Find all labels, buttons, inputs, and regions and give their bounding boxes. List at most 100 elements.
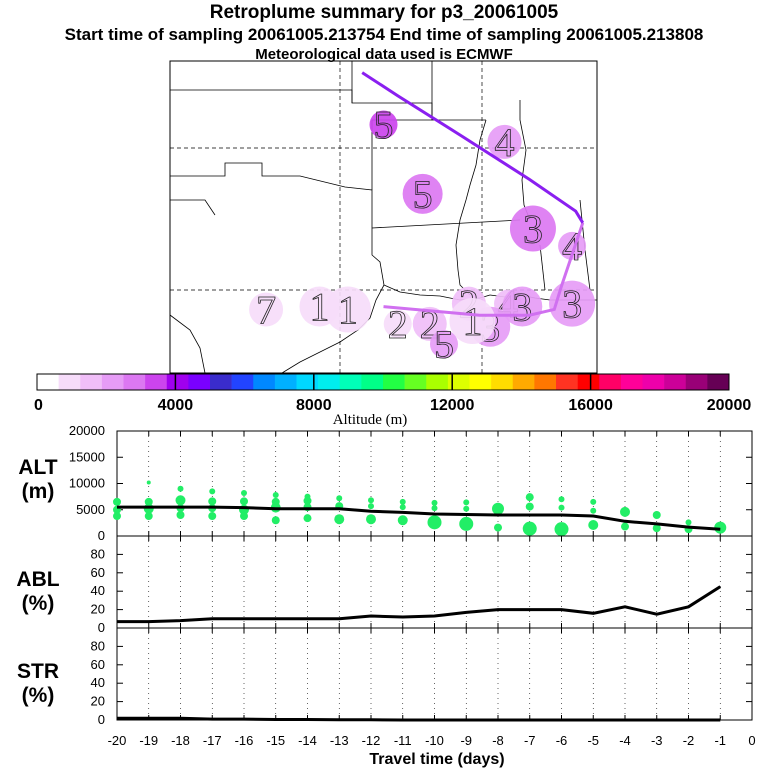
x-tick-label: -14 xyxy=(298,733,317,748)
panel-label: ALT xyxy=(18,456,57,479)
y-tick-label: 20 xyxy=(91,694,105,709)
state-border-ms-al xyxy=(539,244,546,291)
plume-disc xyxy=(324,286,371,333)
panel-label: (m) xyxy=(22,480,55,503)
x-tick-label: -13 xyxy=(330,733,349,748)
altitude-point xyxy=(113,512,121,521)
x-tick-label: -19 xyxy=(139,733,158,748)
colorbar-swatch xyxy=(556,374,578,390)
panel-alt: 0 5000 10000 15000 20000 ALT(m) xyxy=(18,423,753,543)
plume-marker: 4 xyxy=(558,223,587,269)
colorbar-swatch xyxy=(318,374,341,390)
plume-disc xyxy=(249,292,284,327)
plume-day-label: 5 xyxy=(374,103,394,148)
altitude-point xyxy=(303,514,312,523)
x-tick-label: -6 xyxy=(556,733,568,748)
plume-disc xyxy=(558,231,587,260)
x-tick-label: -8 xyxy=(492,733,504,748)
colorbar-swatch xyxy=(491,374,514,390)
colorbar-tick-label: 8000 xyxy=(296,397,332,414)
altitude-point xyxy=(590,507,597,514)
colorbar-swatch xyxy=(37,374,59,390)
x-tick-label: -3 xyxy=(651,733,663,748)
altitude-point xyxy=(399,504,406,511)
panel-label: (%) xyxy=(22,684,55,707)
colorbar-swatch xyxy=(642,374,665,390)
altitude-point xyxy=(525,493,534,502)
time-series-panels: 05000100001500020000ALT(m)020406080ABL(%… xyxy=(16,423,755,748)
y-tick-label: 60 xyxy=(91,657,105,672)
colorbar-swatch xyxy=(253,374,276,390)
plume-day-label: 3 xyxy=(562,282,582,327)
colorbar-tick-label: 12000 xyxy=(430,397,475,414)
plume-day-label: 7 xyxy=(256,287,276,332)
y-tick-label: 20 xyxy=(91,602,105,617)
plume-day-label: 1 xyxy=(309,285,329,330)
plume-marker: 1 xyxy=(449,298,496,344)
plume-day-label: 4 xyxy=(494,120,514,165)
altitude-point xyxy=(175,495,186,506)
x-tick-label: -1 xyxy=(714,733,726,748)
colorbar-swatch xyxy=(383,374,405,390)
altitude-point xyxy=(368,503,374,510)
colorbar-swatch xyxy=(80,374,103,390)
x-tick-label: -5 xyxy=(587,733,599,748)
y-tick-label: 80 xyxy=(91,546,105,561)
altitude-point xyxy=(652,524,661,533)
colorbar-swatch xyxy=(707,374,730,390)
colorbar-swatch xyxy=(512,374,535,390)
colorbar-swatch xyxy=(188,374,211,390)
mean-altitude-line xyxy=(117,505,721,531)
colorbar-swatch xyxy=(361,374,384,390)
y-tick-label: 80 xyxy=(91,638,105,653)
plume-day-label: 5 xyxy=(413,172,433,217)
altitude-point xyxy=(492,502,504,515)
altitude-point xyxy=(208,497,217,506)
altitude-point xyxy=(240,497,248,506)
altitude-point xyxy=(494,523,502,532)
map-panel: 54534711423322315 xyxy=(169,60,598,374)
colorbar-tick-label: 4000 xyxy=(158,397,194,414)
colorbar-swatch xyxy=(123,374,146,390)
chart-title: Retroplume summary for p3_20061005 xyxy=(209,2,559,23)
plume-disc xyxy=(383,309,412,338)
altitude-point xyxy=(588,519,599,530)
altitude-colorbar: 0 4000 8000 12000 16000 20000 xyxy=(34,373,752,414)
altitude-point xyxy=(714,521,727,534)
altitude-point xyxy=(431,505,438,512)
colorbar-swatch xyxy=(58,374,81,390)
altitude-point xyxy=(652,511,661,519)
plume-disc xyxy=(449,298,496,344)
panel-label: ABL xyxy=(16,568,59,591)
series-line xyxy=(117,585,722,624)
x-tick-label: -9 xyxy=(460,733,472,748)
altitude-point xyxy=(558,504,565,511)
x-axis-label: Travel time (days) xyxy=(369,751,504,768)
altitude-point xyxy=(431,499,438,506)
altitude-point xyxy=(621,522,629,531)
colorbar-tick-label: 20000 xyxy=(707,397,752,414)
x-tick-label: -20 xyxy=(108,733,127,748)
x-tick-label: -2 xyxy=(683,733,695,748)
altitude-point xyxy=(685,519,692,526)
x-tick-label: -12 xyxy=(362,733,381,748)
altitude-point xyxy=(241,489,247,496)
panel-label: (%) xyxy=(22,592,55,615)
x-tick-label: -10 xyxy=(425,733,444,748)
colorbar-swatch xyxy=(447,374,470,390)
plume-marker: 4 xyxy=(487,119,522,165)
x-tick-label: -16 xyxy=(235,733,254,748)
altitude-point xyxy=(334,514,345,525)
colorbar-swatch xyxy=(469,374,492,390)
state-border-ar-la xyxy=(371,219,521,229)
altitude-point xyxy=(399,498,406,505)
colorbar-swatch xyxy=(599,374,622,390)
colorbar-swatch xyxy=(296,374,319,390)
x-tick-label: -17 xyxy=(203,733,222,748)
panel-str: 0 20 40 60 80 STR(%) xyxy=(17,627,753,727)
colorbar-swatch xyxy=(534,374,557,390)
y-tick-label: 10000 xyxy=(69,476,105,491)
altitude-point xyxy=(366,514,376,525)
colorbar-swatch xyxy=(274,374,297,390)
plume-disc xyxy=(369,110,398,139)
